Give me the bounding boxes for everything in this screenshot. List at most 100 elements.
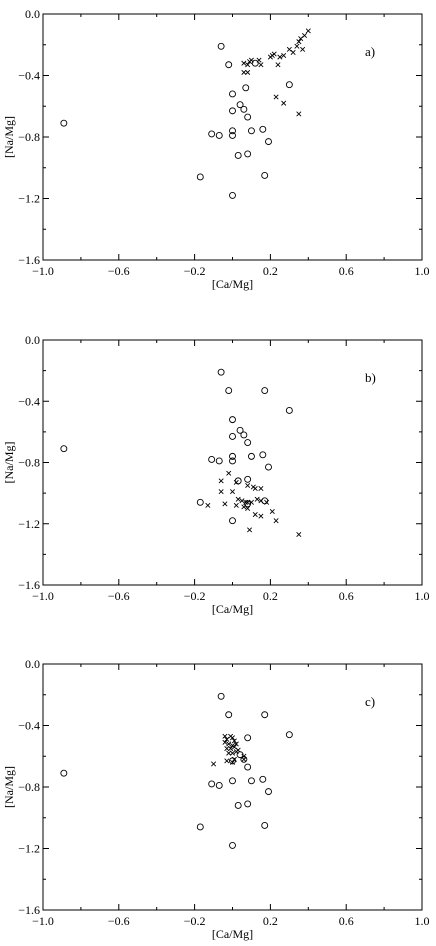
data-point-circle: [196, 823, 204, 831]
x-tick-label: −0.6: [108, 589, 130, 603]
data-point-cross: [233, 741, 239, 747]
data-point-circle: [261, 821, 269, 829]
data-point-circle: [236, 101, 244, 109]
data-point-circle: [265, 788, 272, 796]
data-point-cross: [229, 759, 236, 765]
data-point-circle: [229, 777, 236, 785]
data-point-cross: [254, 496, 260, 502]
data-point-cross: [229, 735, 236, 741]
data-point-cross: [298, 36, 304, 42]
x-tick-label: −0.6: [108, 914, 130, 928]
y-tick-label: −1.6: [18, 903, 40, 917]
data-point-circle: [244, 475, 252, 483]
data-point-cross: [252, 486, 258, 492]
data-point-cross: [245, 69, 251, 75]
data-point-circle: [240, 105, 248, 113]
data-point-cross: [231, 738, 237, 744]
chart-panel-2: −1.0 −0.6 −0.2 0.2 0.6 1.0 0.0 −0.4 −0.8 −1.2 −1.6…: [2, 333, 430, 616]
data-point-circle: [234, 802, 242, 809]
data-point-cross: [218, 489, 224, 495]
data-point-cross: [241, 756, 247, 762]
data-point-circle: [261, 711, 269, 719]
data-point-cross: [258, 498, 264, 504]
y-axis-label: [Na/Mg]: [2, 442, 16, 484]
data-point-cross: [258, 513, 264, 519]
data-point-cross: [296, 531, 302, 537]
data-point-circle: [251, 59, 259, 67]
data-point-cross: [222, 501, 228, 507]
data-point-cross: [248, 57, 254, 63]
y-tick-label: −1.6: [18, 578, 40, 592]
data-point-cross: [258, 62, 264, 68]
data-point-circle: [196, 173, 204, 181]
data-point-circle: [60, 445, 68, 453]
data-point-circle: [196, 498, 204, 506]
data-point-circle: [229, 107, 236, 115]
x-tick-label: 0.2: [263, 914, 278, 928]
x-tick-label: 0.6: [339, 914, 354, 928]
data-point-cross: [228, 746, 234, 752]
x-tick-label: −1.0: [32, 914, 54, 928]
y-tick-label: 0.0: [25, 657, 40, 671]
x-tick-label: −0.2: [184, 914, 206, 928]
y-tick-label: −0.4: [18, 69, 40, 83]
data-point-circle: [215, 457, 223, 465]
data-point-cross: [241, 60, 247, 66]
data-point-cross: [205, 502, 211, 508]
chart-panel-1: −1.0 −0.6 −0.2 0.2 0.6 1.0 0.0 −0.4 −0.8 −1.2 −1.6…: [2, 7, 430, 291]
data-point-circle: [236, 426, 244, 434]
x-tick-label: 1.0: [415, 914, 430, 928]
data-point-circle: [229, 90, 236, 98]
data-point-cross: [245, 482, 251, 488]
data-point-cross: [258, 486, 264, 492]
data-point-circle: [208, 455, 216, 463]
data-point-cross: [281, 100, 287, 106]
data-point-circle: [285, 406, 293, 414]
y-axis-label: [Na/Mg]: [2, 766, 16, 808]
data-point-cross: [301, 33, 308, 39]
data-point-circle: [244, 800, 252, 808]
y-tick-label: −1.6: [18, 253, 40, 267]
data-point-cross: [286, 46, 292, 52]
data-point-cross: [239, 498, 245, 504]
data-point-cross: [247, 527, 253, 533]
series-circle: [60, 368, 293, 525]
data-point-circle: [60, 769, 68, 777]
data-point-circle: [229, 191, 236, 199]
data-point-cross: [241, 504, 247, 510]
data-point-circle: [244, 734, 252, 742]
data-point-circle: [225, 387, 233, 394]
series-cross: [211, 733, 247, 767]
data-point-cross: [264, 499, 270, 505]
y-axis-label: [Na/Mg]: [2, 116, 16, 158]
data-point-cross: [271, 51, 277, 57]
data-point-circle: [240, 431, 248, 439]
data-point-cross: [269, 508, 275, 515]
data-point-circle: [265, 463, 272, 471]
data-point-circle: [247, 452, 255, 460]
data-point-cross: [226, 741, 232, 747]
data-point-circle: [261, 171, 269, 179]
data-point-cross: [233, 749, 239, 755]
data-point-circle: [225, 61, 233, 69]
data-point-cross: [245, 505, 251, 511]
data-point-circle: [285, 81, 293, 89]
series-circle: [60, 692, 293, 849]
y-tick-label: −0.4: [18, 394, 40, 408]
data-point-cross: [226, 470, 232, 476]
data-point-circle: [217, 368, 225, 376]
x-tick-label: 0.2: [263, 589, 278, 603]
y-tick-label: 0.0: [25, 7, 40, 21]
data-point-cross: [245, 499, 251, 505]
data-point-cross: [224, 746, 230, 752]
y-tick-label: −0.4: [18, 719, 40, 733]
data-point-circle: [259, 775, 267, 783]
y-tick-label: −0.8: [18, 130, 40, 144]
data-point-cross: [226, 750, 232, 756]
panel-label: b): [365, 370, 376, 385]
y-tick-label: 0.0: [25, 333, 40, 347]
data-point-cross: [256, 57, 262, 63]
data-point-circle: [285, 731, 293, 739]
data-point-circle: [217, 692, 225, 700]
